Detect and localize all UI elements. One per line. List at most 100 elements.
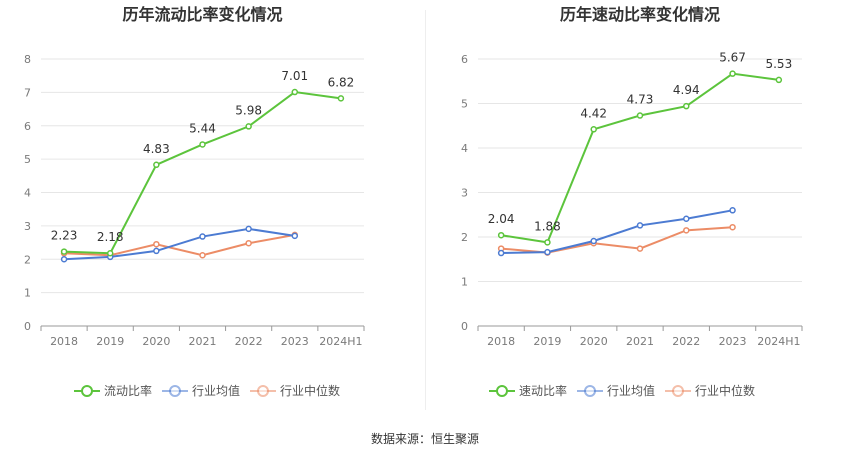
y-tick-label: 2: [24, 253, 31, 266]
data-point: [544, 239, 551, 246]
legend-item-1: 行业均值: [577, 383, 655, 398]
data-label: 2.04: [488, 212, 515, 226]
data-point: [245, 123, 252, 130]
y-tick-label: 3: [24, 220, 31, 233]
data-label: 7.01: [281, 69, 308, 83]
data-point: [683, 227, 690, 234]
legend-marker-icon: [81, 385, 93, 397]
data-label: 5.53: [765, 57, 792, 71]
data-point: [106, 249, 114, 257]
legend-item-1: 行业均值: [162, 383, 240, 398]
legend-marker-icon: [257, 385, 269, 397]
data-point: [683, 102, 690, 110]
y-tick-label: 6: [24, 120, 31, 133]
data-point: [291, 232, 299, 240]
data-point: [590, 237, 597, 245]
data-label: 4.94: [673, 83, 700, 97]
legend-label: 行业均值: [607, 383, 655, 398]
y-tick-label: 1: [461, 276, 468, 289]
data-label: 2.18: [97, 230, 124, 244]
x-tick-label: 2019: [96, 335, 124, 348]
data-label: 4.73: [627, 93, 654, 107]
data-point: [775, 76, 783, 84]
legend-label: 行业均值: [192, 383, 240, 398]
y-tick-label: 1: [24, 287, 31, 300]
x-tick-label: 2022: [672, 335, 700, 348]
x-tick-label: 2023: [719, 335, 747, 348]
current-ratio-panel: 历年流动比率变化情况 0 1 2 3 4 5 6 7 8 2018 2019 2020 2021 2022 2…: [0, 0, 425, 420]
x-tick-label: 2022: [235, 335, 263, 348]
x-tick-label: 2019: [533, 335, 561, 348]
data-label: 4.83: [143, 142, 170, 156]
data-label: 6.82: [328, 75, 355, 89]
y-tick-label: 7: [24, 86, 31, 99]
data-point: [636, 112, 644, 119]
legend-item-0: 速动比率: [489, 383, 567, 398]
legend-item-0: 流动比率: [74, 383, 152, 398]
data-point: [291, 88, 299, 96]
data-point: [245, 225, 252, 233]
series-line-1: [64, 227, 295, 261]
x-tick-label: 2020: [580, 335, 608, 348]
data-point: [544, 248, 551, 256]
data-point: [199, 141, 206, 148]
y-tick-label: 2: [461, 231, 468, 244]
data-point: [636, 222, 644, 229]
data-point: [590, 126, 597, 133]
legend-label: 流动比率: [104, 383, 152, 398]
data-label: 2.23: [51, 229, 78, 243]
data-point: [729, 207, 736, 214]
x-tick-label: 2021: [626, 335, 654, 348]
y-tick-label: 8: [24, 53, 31, 66]
y-tick-label: 0: [24, 320, 31, 333]
y-tick-label: 4: [461, 142, 468, 155]
x-tick-label: 2018: [487, 335, 515, 348]
y-tick-label: 0: [461, 320, 468, 333]
legend-marker-icon: [169, 385, 181, 397]
series-line-2: [64, 233, 295, 257]
legend-item-2: 行业中位数: [665, 383, 755, 398]
data-point: [337, 95, 345, 102]
data-point: [729, 223, 736, 231]
x-tick-label: 2024H1: [319, 335, 362, 348]
legend-marker-icon: [496, 385, 508, 397]
legend-label: 行业中位数: [280, 383, 340, 398]
data-source-text: 数据来源：恒生聚源: [370, 432, 479, 446]
series-line-1: [501, 209, 733, 255]
data-point: [636, 245, 644, 252]
data-point: [683, 215, 690, 223]
data-point: [153, 247, 160, 255]
data-label: 4.42: [580, 106, 607, 120]
current-ratio-chart: 历年流动比率变化情况 0 1 2 3 4 5 6 7 8 2018 2019 2020 2021 2022 2…: [24, 5, 365, 398]
data-point: [497, 249, 505, 257]
data-label: 1.88: [534, 219, 561, 233]
data-label: 5.44: [189, 121, 216, 135]
x-tick-label: 2021: [189, 335, 217, 348]
y-tick-label: 4: [24, 187, 31, 200]
data-point: [199, 251, 206, 259]
y-tick-label: 5: [24, 153, 31, 166]
data-point: [153, 240, 160, 248]
chart-title: 历年速动比率变化情况: [560, 5, 720, 24]
legend-label: 速动比率: [519, 383, 567, 398]
quick-ratio-panel: 历年速动比率变化情况 0 1 2 3 4 5 6 2018 2019 2020 2021 2022 202…: [425, 0, 850, 420]
legend-marker-icon: [584, 385, 596, 397]
data-point: [245, 239, 252, 247]
data-label: 5.67: [719, 51, 746, 65]
series-line-0: [64, 90, 342, 255]
chart-title: 历年流动比率变化情况: [122, 5, 282, 24]
data-point: [60, 248, 68, 255]
y-tick-label: 6: [461, 53, 468, 66]
legend-item-2: 行业中位数: [250, 383, 340, 398]
y-tick-label: 5: [461, 98, 468, 111]
x-tick-label: 2024H1: [757, 335, 800, 348]
data-point: [729, 70, 736, 77]
data-point: [497, 231, 505, 239]
data-label: 5.98: [235, 103, 262, 117]
legend-marker-icon: [672, 385, 684, 397]
quick-ratio-chart: 历年速动比率变化情况 0 1 2 3 4 5 6 2018 2019 2020 2021 2022 202…: [461, 5, 803, 398]
panel-divider: [425, 10, 426, 410]
data-point: [60, 256, 68, 263]
data-point: [199, 233, 206, 240]
y-tick-label: 3: [461, 187, 468, 200]
